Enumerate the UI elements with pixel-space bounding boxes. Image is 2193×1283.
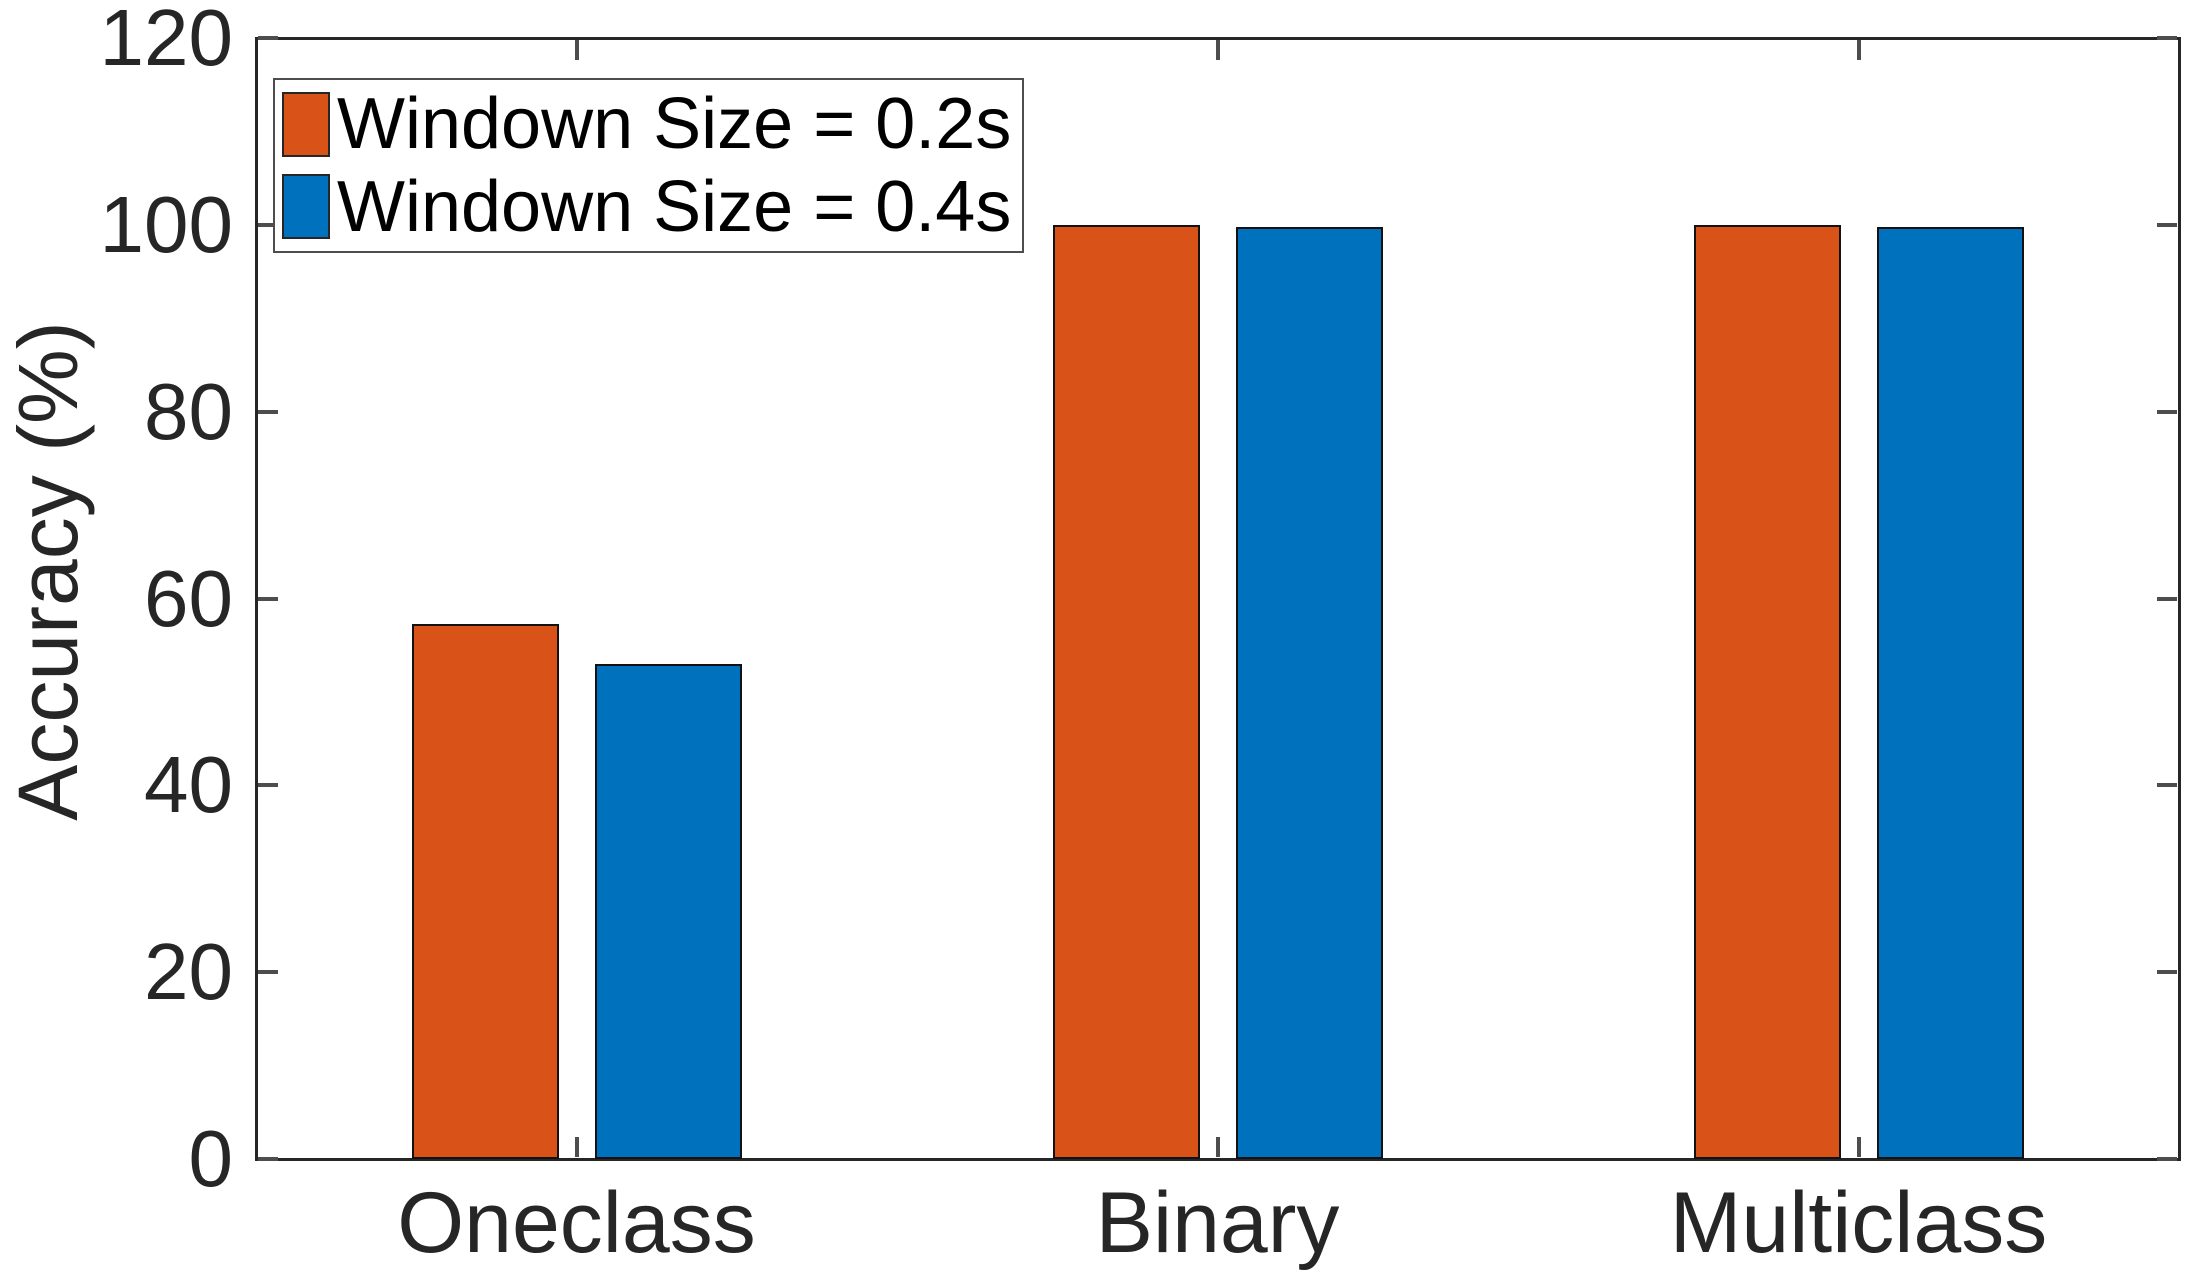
- x-tick-mark-bottom: [1856, 1137, 1861, 1157]
- bar-multiclass-series1: [1693, 224, 1841, 1159]
- y-tick-mark-right: [2157, 596, 2177, 601]
- x-tick-mark-bottom: [1215, 1137, 1220, 1157]
- y-tick-mark-left: [258, 783, 278, 788]
- y-tick-label: 120: [99, 0, 233, 82]
- y-tick-label: 20: [144, 927, 233, 1017]
- bar-multiclass-series2: [1876, 226, 2024, 1159]
- x-tick-mark-bottom: [574, 1137, 579, 1157]
- y-tick-label: 60: [144, 553, 233, 643]
- x-tick-label-oneclass: Oneclass: [397, 1175, 756, 1271]
- bar-binary-series2: [1235, 226, 1383, 1159]
- x-tick-mark-top: [574, 40, 579, 60]
- y-tick-mark-left: [258, 970, 278, 975]
- legend-swatch-series1: [282, 91, 330, 157]
- legend-item-series2: Windown Size = 0.4s: [282, 169, 1022, 245]
- y-tick-mark-left: [258, 1157, 278, 1161]
- y-tick-mark-right: [2157, 1157, 2177, 1161]
- y-tick-mark-left: [258, 409, 278, 414]
- bar-binary-series1: [1052, 224, 1200, 1159]
- legend: Windown Size = 0.2s Windown Size = 0.4s: [273, 78, 1024, 253]
- legend-swatch-series2: [282, 174, 330, 240]
- x-tick-label-multiclass: Multiclass: [1669, 1175, 2048, 1271]
- y-tick-label: 80: [144, 366, 233, 456]
- y-tick-label: 0: [188, 1114, 234, 1203]
- y-tick-mark-left: [258, 596, 278, 601]
- y-tick-label: 40: [144, 740, 233, 830]
- legend-item-series1: Windown Size = 0.2s: [282, 86, 1022, 162]
- y-tick-mark-right: [2157, 783, 2177, 788]
- y-tick-label: 100: [99, 179, 233, 269]
- y-tick-mark-right: [2157, 409, 2177, 414]
- bar-oneclass-series1: [411, 623, 559, 1159]
- y-tick-mark-right: [2157, 970, 2177, 975]
- legend-label-series2: Windown Size = 0.4s: [337, 166, 1012, 247]
- plot-area: [255, 37, 2181, 1161]
- bar-oneclass-series2: [594, 663, 742, 1159]
- y-tick-mark-left: [258, 222, 278, 227]
- x-tick-mark-top: [1215, 40, 1220, 60]
- y-tick-mark-right: [2157, 36, 2177, 40]
- y-tick-mark-left: [258, 36, 278, 40]
- x-tick-label-binary: Binary: [1095, 1175, 1340, 1271]
- y-tick-mark-right: [2157, 222, 2177, 227]
- x-tick-mark-top: [1856, 40, 1861, 60]
- legend-label-series1: Windown Size = 0.2s: [337, 84, 1012, 165]
